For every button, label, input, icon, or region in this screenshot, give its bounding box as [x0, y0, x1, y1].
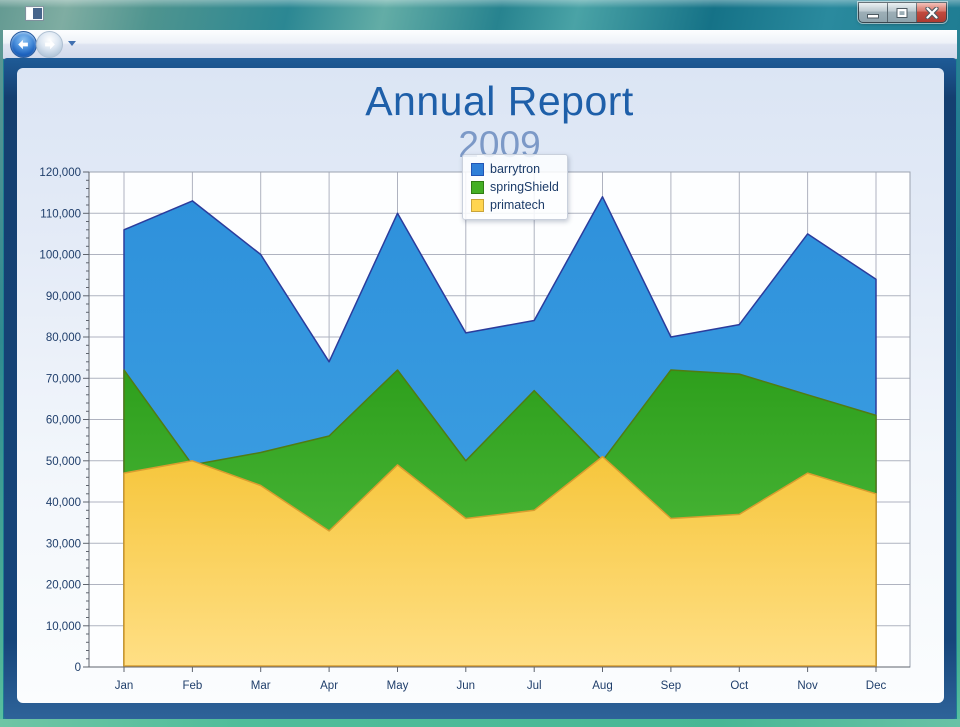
forward-arrow-icon: [45, 39, 55, 50]
maximize-icon: [896, 7, 908, 18]
legend-chip-primatech: [471, 198, 484, 212]
legend-item-barrytron: barrytron: [463, 160, 567, 178]
window-controls: [858, 2, 947, 23]
application-icon[interactable]: [25, 6, 44, 26]
window-title-bar: [0, 0, 960, 30]
legend-label: barrytron: [490, 162, 541, 176]
legend-label: springShield: [490, 180, 559, 194]
chart-title: Annual Report: [365, 78, 634, 124]
forward-button[interactable]: [36, 31, 63, 58]
maximize-button[interactable]: [887, 3, 916, 22]
window-bottom-border: [0, 719, 960, 727]
minimize-button[interactable]: [859, 3, 887, 22]
back-button[interactable]: [10, 31, 37, 58]
legend-chip-barrytron: [471, 162, 484, 176]
legend-item-springshield: springShield: [463, 178, 567, 196]
legend-label: primatech: [490, 198, 545, 212]
window-right-border: [957, 30, 960, 720]
close-button[interactable]: [916, 3, 946, 22]
application-icon-glyph: [25, 6, 44, 21]
navigation-bar: [3, 30, 957, 59]
minimize-icon: [867, 13, 879, 18]
window-left-border: [0, 30, 3, 720]
chevron-down-icon[interactable]: [68, 41, 76, 46]
close-icon: [924, 6, 939, 19]
legend-item-primatech: primatech: [463, 196, 567, 214]
chart-legend: barrytron springShield primatech: [462, 154, 568, 220]
legend-chip-springshield: [471, 180, 484, 194]
back-arrow-icon: [18, 39, 28, 50]
